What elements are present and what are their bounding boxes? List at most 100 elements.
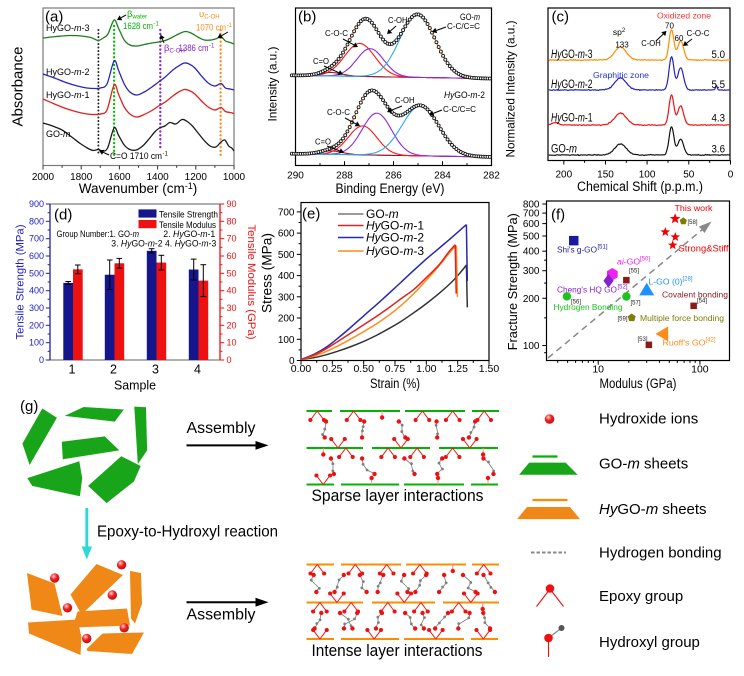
svg-text:10: 10 xyxy=(227,338,237,348)
svg-text:60: 60 xyxy=(675,34,684,43)
svg-text:C-OH: C-OH xyxy=(388,15,408,25)
svg-text:Modulus (GPa): Modulus (GPa) xyxy=(600,376,677,391)
svg-text:βC-OH: βC-OH xyxy=(164,43,185,55)
svg-text:[54]: [54] xyxy=(697,299,707,305)
svg-text:1: 1 xyxy=(69,363,76,377)
svg-text:900: 900 xyxy=(29,199,44,209)
svg-text:2. HyGO-m-1: 2. HyGO-m-1 xyxy=(163,229,215,239)
svg-text:4.3: 4.3 xyxy=(712,113,726,125)
svg-text:0: 0 xyxy=(227,355,232,365)
svg-text:βwater: βwater xyxy=(127,9,147,21)
svg-text:284: 284 xyxy=(434,171,451,182)
svg-text:C-C/C=C: C-C/C=C xyxy=(447,21,480,31)
svg-text:sp2: sp2 xyxy=(613,27,626,37)
svg-text:GO-m: GO-m xyxy=(551,144,577,156)
svg-text:Hydroxyl group: Hydroxyl group xyxy=(599,634,700,651)
svg-text:Binding Energy (eV): Binding Energy (eV) xyxy=(336,180,445,196)
svg-text:600: 600 xyxy=(29,251,44,261)
svg-text:1070 cm: 1070 cm xyxy=(196,23,226,34)
svg-text:286: 286 xyxy=(385,171,402,182)
svg-text:400: 400 xyxy=(29,286,44,296)
svg-text:50: 50 xyxy=(683,170,695,181)
svg-text:100: 100 xyxy=(523,341,540,352)
svg-text:1.50: 1.50 xyxy=(479,363,500,375)
svg-text:(a): (a) xyxy=(45,9,63,26)
svg-text:HyGO-m-1: HyGO-m-1 xyxy=(46,90,90,100)
svg-text:[50]: [50] xyxy=(640,257,650,263)
svg-text:2: 2 xyxy=(110,363,117,377)
svg-text:GO-m: GO-m xyxy=(46,129,71,139)
svg-text:40: 40 xyxy=(227,286,237,296)
svg-text:290: 290 xyxy=(287,171,304,182)
svg-text:Assembly: Assembly xyxy=(187,607,256,624)
svg-text:150: 150 xyxy=(597,170,614,181)
svg-text:5.5: 5.5 xyxy=(712,79,726,91)
svg-text:300: 300 xyxy=(29,303,44,313)
svg-text:C=O: C=O xyxy=(315,137,331,147)
svg-text:[57]: [57] xyxy=(631,301,641,307)
svg-text:[55]: [55] xyxy=(629,269,639,275)
svg-text:1600: 1600 xyxy=(108,172,131,183)
svg-text:Intense layer interactions: Intense layer interactions xyxy=(312,642,483,660)
svg-text:4: 4 xyxy=(194,363,201,377)
svg-text:200: 200 xyxy=(555,170,572,181)
svg-text:500: 500 xyxy=(29,268,44,278)
svg-text:Fracture Strength (MPa): Fracture Strength (MPa) xyxy=(505,213,520,350)
svg-text:133: 133 xyxy=(615,41,629,50)
svg-text:HyGO-m-2: HyGO-m-2 xyxy=(366,231,424,245)
svg-text:1.25: 1.25 xyxy=(447,363,468,375)
svg-text:Normalized Intensity (a.u.): Normalized Intensity (a.u.) xyxy=(504,21,518,158)
svg-text:3: 3 xyxy=(152,363,159,377)
svg-text:0: 0 xyxy=(289,356,295,367)
svg-text:282: 282 xyxy=(483,171,500,182)
svg-text:C-OH: C-OH xyxy=(641,38,661,48)
svg-text:Wavenumber (cm-1): Wavenumber (cm-1) xyxy=(79,181,198,196)
svg-text:-1: -1 xyxy=(154,22,160,28)
svg-text:Cheng's HQ GO: Cheng's HQ GO xyxy=(557,285,617,295)
svg-text:GO-m sheets: GO-m sheets xyxy=(599,456,688,473)
svg-text:0: 0 xyxy=(39,355,44,365)
svg-text:Tensile Strength: Tensile Strength xyxy=(159,209,218,220)
svg-text:-1: -1 xyxy=(227,23,233,29)
svg-text:500: 500 xyxy=(523,232,540,243)
svg-text:Multiple force bonding: Multiple force bonding xyxy=(640,313,724,323)
svg-text:700: 700 xyxy=(523,209,540,220)
svg-text:Absorbance: Absorbance xyxy=(11,47,27,127)
svg-text:70: 70 xyxy=(665,21,674,30)
svg-text:υC-OH: υC-OH xyxy=(199,9,220,21)
svg-text:400: 400 xyxy=(278,271,295,282)
svg-text:400: 400 xyxy=(523,247,540,258)
svg-text:Covalent bonding: Covalent bonding xyxy=(662,290,728,300)
svg-text:Chemical Shift (p.p.m.): Chemical Shift (p.p.m.) xyxy=(577,179,703,194)
svg-text:2000: 2000 xyxy=(32,172,55,183)
svg-text:60: 60 xyxy=(227,251,237,261)
svg-text:1386 cm: 1386 cm xyxy=(179,43,209,54)
svg-text:Graphitic zone: Graphitic zone xyxy=(593,70,649,80)
svg-text:100: 100 xyxy=(639,170,656,181)
svg-text:200: 200 xyxy=(523,294,540,305)
svg-text:90: 90 xyxy=(227,199,237,209)
svg-text:100: 100 xyxy=(29,338,44,348)
svg-text:0.00: 0.00 xyxy=(291,363,312,375)
svg-text:GO-m: GO-m xyxy=(366,207,399,221)
svg-text:HyGO-m-3: HyGO-m-3 xyxy=(551,49,593,61)
svg-text:ai-GO: ai-GO xyxy=(617,257,640,267)
svg-text:5.0: 5.0 xyxy=(712,49,726,61)
svg-text:50: 50 xyxy=(227,268,237,278)
svg-text:Hydrogen bonding: Hydrogen bonding xyxy=(599,544,722,561)
svg-text:1628 cm: 1628 cm xyxy=(123,21,153,32)
svg-text:Tensile Strength (MPa): Tensile Strength (MPa) xyxy=(15,224,27,339)
svg-text:[58]: [58] xyxy=(688,220,698,226)
svg-text:HyGO-m-2: HyGO-m-2 xyxy=(551,79,593,91)
svg-text:HyGO-m-2: HyGO-m-2 xyxy=(46,67,90,77)
svg-text:L-GO (0): L-GO (0) xyxy=(649,277,683,287)
svg-text:1200: 1200 xyxy=(185,172,208,183)
svg-text:HyGO-m-1: HyGO-m-1 xyxy=(551,113,593,125)
svg-text:10: 10 xyxy=(592,364,604,376)
svg-text:20: 20 xyxy=(227,320,237,330)
svg-text:C=O: C=O xyxy=(313,56,329,66)
svg-text:C-O-C: C-O-C xyxy=(687,28,710,38)
svg-text:[53]: [53] xyxy=(638,337,648,343)
svg-text:1.00: 1.00 xyxy=(416,363,437,375)
svg-text:200: 200 xyxy=(278,314,295,325)
